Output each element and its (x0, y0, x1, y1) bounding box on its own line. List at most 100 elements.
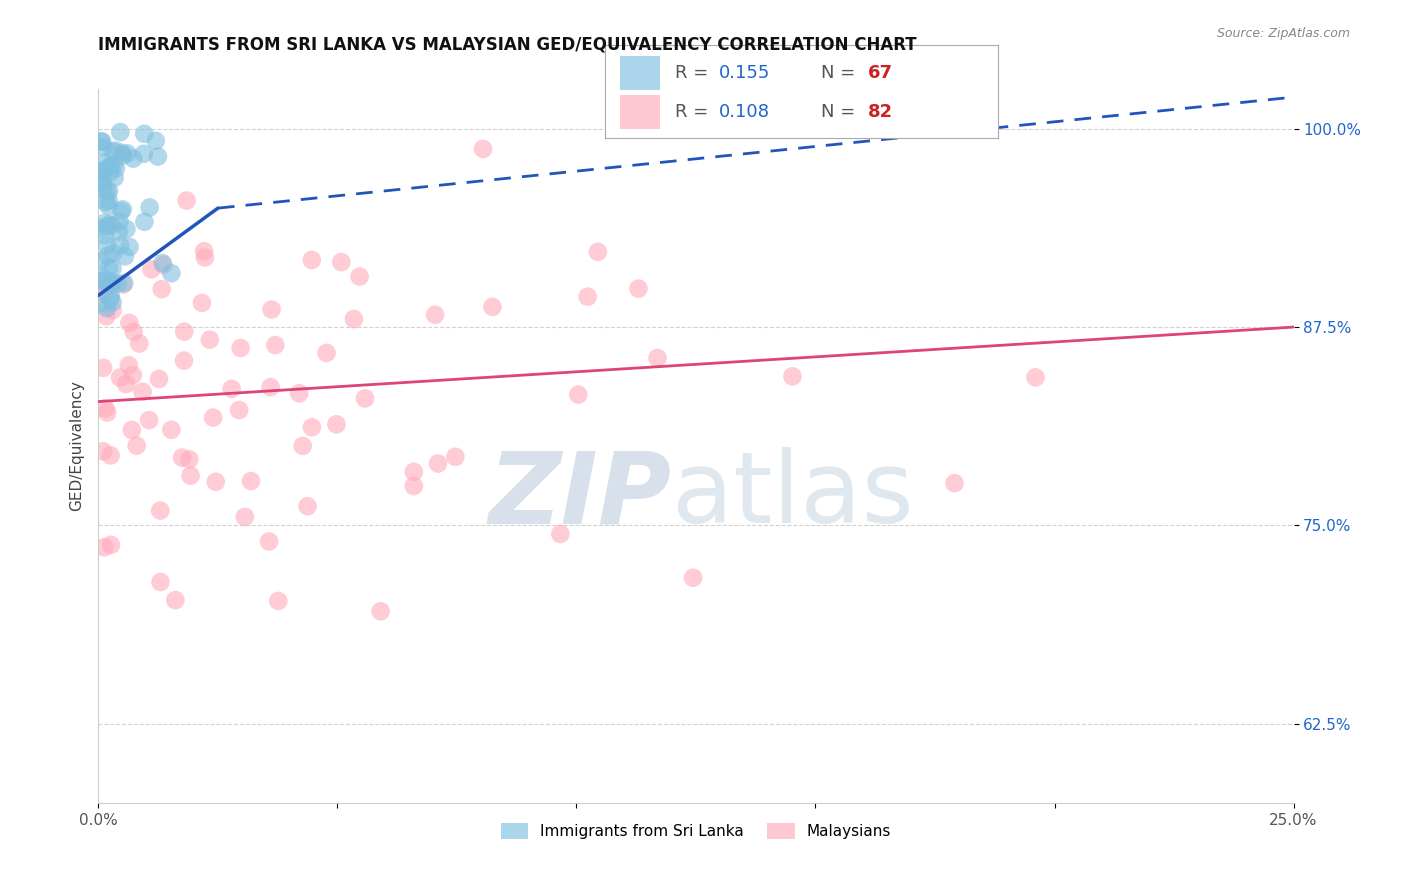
Bar (620, 95, 659, 129)
Point (122, 152, 145, 166)
Point (97, 260, 120, 275)
Point (118, 316, 141, 330)
Text: Source: ZipAtlas.com: Source: ZipAtlas.com (1216, 27, 1350, 40)
Point (176, 194, 198, 208)
Bar (620, 56, 659, 89)
Point (125, 439, 148, 453)
Point (146, 150, 169, 164)
Point (118, 358, 141, 372)
Point (141, 262, 163, 277)
Point (100, 277, 122, 291)
Text: 67: 67 (869, 63, 893, 82)
Point (91, 175, 114, 189)
Point (94, 401, 117, 416)
Text: N =: N = (821, 103, 860, 121)
Point (682, 571, 704, 585)
Point (297, 499, 319, 513)
Point (111, 148, 134, 162)
Point (343, 312, 366, 326)
Point (114, 249, 136, 263)
Point (90, 163, 112, 178)
Point (576, 290, 599, 304)
Text: N =: N = (821, 63, 860, 82)
Point (426, 457, 449, 471)
Point (93, 140, 115, 154)
Point (112, 276, 135, 290)
Point (198, 333, 221, 347)
Point (97, 199, 120, 213)
Y-axis label: GED/Equivalency: GED/Equivalency (69, 381, 84, 511)
Point (90, 273, 112, 287)
Point (111, 277, 134, 292)
Point (160, 266, 183, 280)
Point (315, 346, 337, 360)
Point (134, 215, 156, 229)
Point (138, 413, 160, 427)
Point (264, 338, 287, 352)
Point (194, 251, 217, 265)
Point (97, 194, 120, 208)
Point (100, 275, 122, 289)
Point (100, 289, 122, 303)
Point (93, 182, 115, 196)
Point (111, 202, 134, 217)
Point (160, 423, 183, 437)
Point (98, 184, 121, 198)
Point (107, 277, 129, 291)
Point (101, 295, 124, 310)
Point (90, 170, 112, 185)
Point (191, 296, 214, 310)
Point (98, 166, 121, 180)
Point (98, 218, 121, 232)
Point (115, 222, 138, 236)
Point (100, 449, 122, 463)
Point (173, 353, 195, 368)
Legend: Immigrants from Sri Lanka, Malaysians: Immigrants from Sri Lanka, Malaysians (495, 817, 897, 845)
Point (354, 392, 377, 406)
Point (152, 256, 174, 270)
Point (108, 238, 131, 252)
Point (627, 282, 650, 296)
Point (100, 159, 122, 173)
Point (108, 370, 131, 384)
Point (121, 368, 143, 383)
Text: 82: 82 (869, 103, 893, 121)
Point (291, 439, 314, 453)
Point (101, 303, 124, 318)
Point (91, 287, 114, 301)
Point (229, 341, 252, 355)
Point (100, 219, 122, 233)
Point (104, 144, 127, 158)
Point (267, 594, 290, 608)
Point (96, 301, 118, 316)
Text: ZIP: ZIP (489, 448, 672, 544)
Point (370, 604, 392, 618)
Point (138, 201, 160, 215)
Point (179, 452, 201, 467)
Point (240, 474, 263, 488)
Point (101, 145, 124, 159)
Point (122, 325, 145, 339)
Point (104, 161, 127, 176)
Point (782, 369, 804, 384)
Point (550, 527, 572, 541)
Point (91, 164, 114, 178)
Point (94, 272, 117, 286)
Point (93, 156, 115, 170)
Point (111, 145, 134, 160)
Point (91, 285, 114, 299)
Point (94, 195, 117, 210)
Point (257, 534, 280, 549)
Text: IMMIGRANTS FROM SRI LANKA VS MALAYSIAN GED/EQUIVALENCY CORRELATION CHART: IMMIGRANTS FROM SRI LANKA VS MALAYSIAN G… (98, 36, 917, 54)
Text: R =: R = (675, 63, 714, 82)
Point (90, 296, 112, 310)
Point (193, 244, 215, 259)
Point (103, 246, 125, 260)
Point (108, 215, 131, 229)
Point (96, 219, 118, 234)
Point (108, 225, 131, 239)
Point (94, 310, 117, 324)
Point (98, 292, 121, 306)
Point (131, 384, 153, 399)
Point (96, 405, 118, 419)
